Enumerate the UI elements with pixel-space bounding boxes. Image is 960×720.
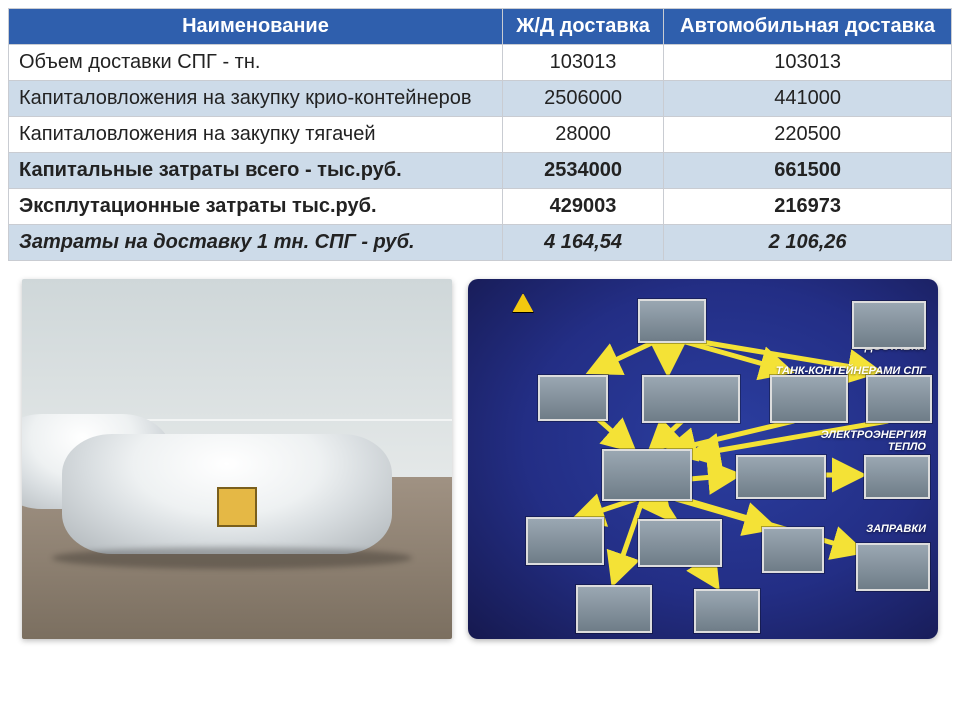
diagram-node [736, 455, 826, 499]
table-row: Объем доставки СПГ - тн.103013103013 [9, 45, 952, 81]
col-name: Наименование [9, 9, 503, 45]
cell-name: Затраты на доставку 1 тн. СПГ - руб. [9, 225, 503, 261]
col-rail: Ж/Д доставка [502, 9, 663, 45]
table-row: Капиталовложения на закупку крио-контейн… [9, 81, 952, 117]
diagram-node [638, 299, 706, 343]
diagram-node [602, 449, 692, 501]
diagram-node [576, 585, 652, 633]
diagram-node [770, 375, 848, 423]
table-body: Объем доставки СПГ - тн.103013103013Капи… [9, 45, 952, 261]
table-row: Капиталовложения на закупку тягачей28000… [9, 117, 952, 153]
cell-rail: 429003 [502, 189, 663, 225]
cell-name: Объем доставки СПГ - тн. [9, 45, 503, 81]
diagram-node [538, 375, 608, 421]
diagram-label-energy: ЭЛЕКТРОЭНЕРГИЯ ТЕПЛО [821, 429, 926, 453]
cell-rail: 2534000 [502, 153, 663, 189]
table-row: Эксплутационные затраты тыс.руб.42900321… [9, 189, 952, 225]
diagram-node [694, 589, 760, 633]
tank-shadow [52, 547, 412, 569]
table-row: Затраты на доставку 1 тн. СПГ - руб.4 16… [9, 225, 952, 261]
diagram-node [856, 543, 930, 591]
cell-rail: 2506000 [502, 81, 663, 117]
images-row: ДОСТАВКА ТАНК-КОНТЕЙНЕРАМИ СПГ ЭЛЕКТРОЭН… [0, 267, 960, 639]
diagram-node [864, 455, 930, 499]
cell-road: 103013 [664, 45, 952, 81]
cell-name: Капиталовложения на закупку тягачей [9, 117, 503, 153]
cell-rail: 103013 [502, 45, 663, 81]
comparison-table: Наименование Ж/Д доставка Автомобильная … [8, 8, 952, 261]
cell-name: Капиталовложения на закупку крио-контейн… [9, 81, 503, 117]
cell-road: 216973 [664, 189, 952, 225]
cell-name: Эксплутационные затраты тыс.руб. [9, 189, 503, 225]
diagram-arrow [652, 421, 682, 449]
diagram-node [638, 519, 722, 567]
diagram-label-fuel: ЗАПРАВКИ [866, 523, 926, 535]
cell-rail: 28000 [502, 117, 663, 153]
diagram-arrow [576, 499, 636, 519]
diagram-arrow [690, 475, 736, 479]
cell-name: Капитальные затраты всего - тыс.руб. [9, 153, 503, 189]
tanker-photo [22, 279, 452, 639]
cell-road: 441000 [664, 81, 952, 117]
diagram-node [852, 301, 926, 349]
cell-road: 661500 [664, 153, 952, 189]
hazard-placard-icon [217, 487, 257, 527]
cell-road: 220500 [664, 117, 952, 153]
comparison-table-wrap: Наименование Ж/Д доставка Автомобильная … [0, 0, 960, 267]
table-row: Капитальные затраты всего - тыс.руб.2534… [9, 153, 952, 189]
diagram-node [866, 375, 932, 423]
table-header-row: Наименование Ж/Д доставка Автомобильная … [9, 9, 952, 45]
diagram-arrow [592, 341, 656, 371]
supply-diagram: ДОСТАВКА ТАНК-КОНТЕЙНЕРАМИ СПГ ЭЛЕКТРОЭН… [468, 279, 938, 639]
diagram-node [642, 375, 740, 423]
cell-rail: 4 164,54 [502, 225, 663, 261]
diagram-node [526, 517, 604, 565]
diagram-arrow [598, 419, 632, 449]
diagram-node [762, 527, 824, 573]
col-road: Автомобильная доставка [664, 9, 952, 45]
cell-road: 2 106,26 [664, 225, 952, 261]
